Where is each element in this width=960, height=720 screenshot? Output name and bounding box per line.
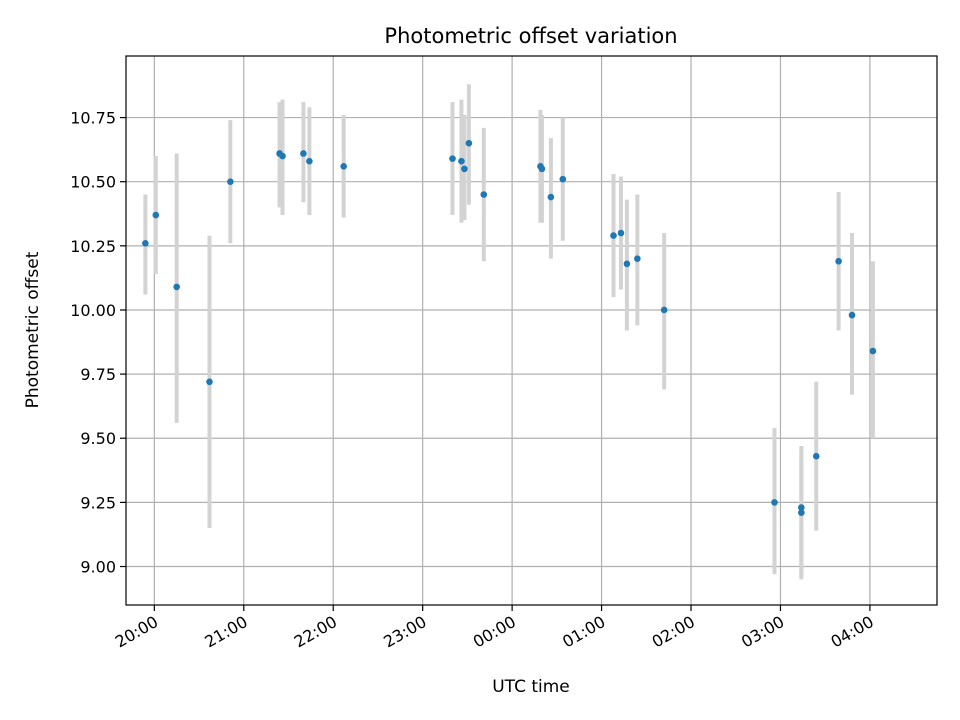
data-point [465, 139, 473, 147]
y-tick-label: 10.75 [70, 109, 116, 128]
data-point [458, 157, 465, 165]
data-point [340, 163, 347, 170]
data-point [559, 175, 567, 183]
x-tick-label: 21:00 [201, 612, 250, 652]
chart-title: Photometric offset variation [384, 24, 677, 48]
x-tick-label: 04:00 [827, 612, 876, 652]
data-point [142, 239, 149, 247]
x-axis-title: UTC time [492, 677, 570, 697]
data-point [634, 255, 641, 262]
x-tick-label: 23:00 [380, 612, 429, 652]
data-point [279, 152, 286, 160]
x-tick-label: 01:00 [559, 612, 608, 652]
data-point [610, 232, 617, 239]
data-points [142, 139, 877, 516]
data-point [771, 499, 778, 506]
data-point [306, 157, 313, 165]
grid [126, 56, 937, 605]
data-point [152, 211, 160, 219]
y-tick-label: 10.00 [70, 301, 116, 320]
data-point [617, 229, 625, 237]
y-tick-label: 9.75 [80, 365, 116, 384]
data-point [449, 155, 456, 162]
data-point [206, 378, 213, 386]
x-tick-label: 03:00 [738, 612, 787, 652]
data-point [300, 150, 307, 157]
y-tick-label: 10.25 [70, 237, 116, 256]
data-point [835, 257, 842, 265]
data-point [660, 306, 668, 314]
plot-area-frame [125, 55, 938, 606]
data-point [798, 509, 805, 516]
y-tick-label: 9.25 [80, 493, 116, 512]
data-point [812, 452, 820, 460]
x-tick-label: 00:00 [470, 612, 519, 652]
y-tick-label: 9.50 [80, 429, 116, 448]
y-axis-ticks: 9.00 9.25 9.50 9.75 10.00 10.25 10.50 10.75 [70, 109, 126, 577]
x-tick-label: 02:00 [649, 612, 698, 652]
y-axis-title: Photometric offset [23, 251, 43, 408]
data-point [547, 193, 555, 201]
y-tick-label: 9.00 [80, 558, 116, 577]
data-point [623, 260, 631, 268]
x-axis-ticks: 20:00 21:00 22:00 23:00 00:00 01:00 02:00 03:00… [112, 605, 877, 652]
data-point [461, 165, 468, 173]
data-point [480, 191, 488, 198]
data-point [227, 178, 234, 186]
data-point [869, 347, 877, 355]
data-point [173, 283, 180, 291]
y-tick-label: 10.50 [70, 173, 116, 192]
x-tick-label: 20:00 [112, 612, 161, 652]
data-point [538, 165, 546, 173]
data-point [848, 311, 856, 319]
error-bars [143, 84, 875, 580]
x-tick-label: 22:00 [291, 612, 340, 652]
data-point [798, 504, 805, 511]
